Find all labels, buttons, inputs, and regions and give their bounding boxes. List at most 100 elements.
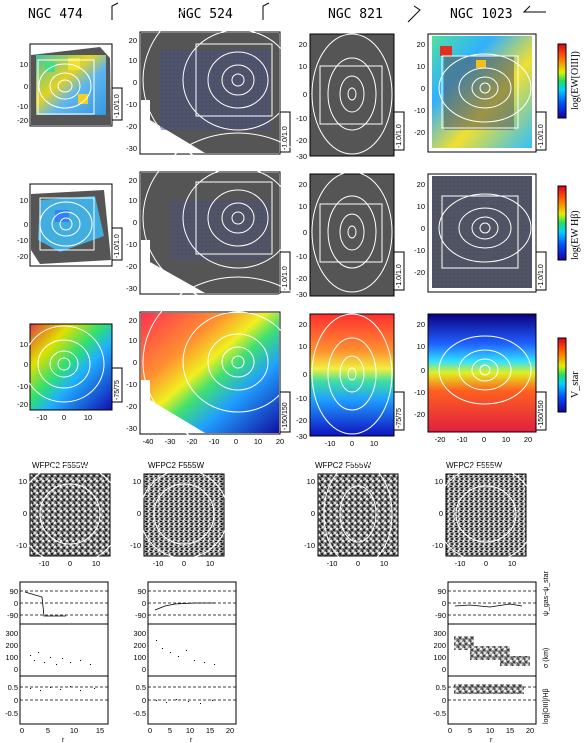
panel-ngc524-ew2: -1.0/1.0: [139, 132, 334, 304]
panel-ngc474-ew2: -1.0/1.0: [29, 183, 123, 267]
tick-label: 20: [299, 320, 307, 329]
tick-label: 10: [299, 342, 307, 351]
tick-label: -30: [165, 437, 176, 446]
tick-label: 0: [421, 366, 425, 375]
tick-label: 0: [133, 218, 137, 227]
tick-label: 20: [226, 726, 234, 735]
row-ew-oiii: -1.0/1.0 -1.0/1.0 -1.0/1.0: [29, 0, 581, 166]
panel-ngc1023-vel: -150/150: [427, 313, 547, 433]
tick-label: -10: [126, 240, 137, 249]
tick-label: -10: [17, 102, 28, 111]
tick-label: -30: [296, 432, 307, 441]
tick-label: 0: [311, 509, 315, 518]
tick-label: -20: [414, 268, 425, 277]
tick-label: -20: [17, 400, 28, 409]
tick-label: -90: [135, 611, 146, 620]
tick-label: 200: [5, 641, 18, 650]
hst-ngc1023: [435, 465, 537, 563]
panel-ngc821-vel: -75/75: [309, 313, 405, 437]
tick-label: 200: [133, 641, 146, 650]
tick-label: -10: [17, 382, 28, 391]
tick-label: -20: [17, 252, 28, 261]
tick-label: 10: [299, 202, 307, 211]
range-label: -1.0/1.0: [282, 126, 289, 150]
hst-ngc524: [139, 469, 229, 559]
tick-label: 10: [70, 726, 78, 735]
title-ngc1023: NGC 1023: [450, 7, 513, 22]
title-ngc524: NGC 524: [178, 7, 233, 22]
tick-label: -10: [455, 559, 466, 568]
hst-ngc821: [317, 461, 399, 567]
tick-label: 90: [10, 587, 18, 596]
tick-label: 10: [254, 437, 262, 446]
tick-label: 0: [24, 360, 28, 369]
range-label: -1.0/1.0: [538, 124, 545, 148]
row-velocity: -75/75 -150/150 -75/75 -150/150: [23, 276, 581, 448]
orientation-arrows: [111, 2, 546, 23]
tick-label: 15: [506, 726, 514, 735]
tick-label: -10: [39, 559, 50, 568]
tick-label: 10: [299, 62, 307, 71]
range-label: -1.0/1.0: [396, 264, 403, 288]
tick-label: 0: [133, 358, 137, 367]
panel-ngc821-ew2: -1.0/1.0: [309, 171, 405, 297]
profile-ngc524: [147, 581, 237, 725]
tick-label: -10: [17, 236, 28, 245]
panel-ngc524-ew1: -1.0/1.0: [139, 0, 334, 166]
profile-ngc474: [19, 581, 109, 725]
colorbar-velocity: [557, 337, 567, 413]
tick-label: 20: [417, 320, 425, 329]
tick-label: 10: [129, 336, 137, 345]
tick-label: -20: [17, 116, 28, 125]
tick-label: -90: [435, 611, 446, 620]
xlabel-r: r: [190, 737, 193, 743]
tick-label: -90: [7, 611, 18, 620]
hst-label: WFPC2 F555W: [32, 461, 88, 470]
tick-label: -10: [457, 435, 468, 444]
tick-label: 10: [486, 726, 494, 735]
tick-label: 0: [14, 599, 18, 608]
tick-label: -20: [296, 136, 307, 145]
panel-ngc474-ew1: -1.0/1.0: [29, 43, 123, 127]
range-label: -75/75: [114, 380, 121, 400]
tick-label: -10: [126, 380, 137, 389]
tick-label: 10: [20, 60, 28, 69]
tick-label: 0.5: [136, 683, 146, 692]
hst-label: WFPC2 F555W: [148, 461, 204, 470]
tick-label: 20: [524, 435, 532, 444]
tick-label: 90: [438, 587, 446, 596]
xlabel-r: r: [490, 737, 493, 743]
tick-label: -10: [304, 541, 315, 550]
tick-label: 5: [468, 726, 472, 735]
tick-label: 20: [276, 437, 284, 446]
tick-label: 0: [20, 726, 24, 735]
tick-label: -20: [126, 262, 137, 271]
tick-label: 0: [442, 696, 446, 705]
profile-ngc1023: [447, 581, 537, 725]
row-ew-hbeta: -1.0/1.0 -1.0/1.0 -1.0/1.0: [29, 132, 581, 304]
row-hst: WFPC2 F555W WFPC2 F555W WFPC2 F555W WFPC…: [17, 461, 537, 567]
tick-label: -10: [126, 100, 137, 109]
tick-label: 200: [433, 641, 446, 650]
tick-label: 15: [96, 726, 104, 735]
tick-label: 0: [137, 509, 141, 518]
colorbar-ew-oiii: [557, 43, 567, 119]
tick-label: 300: [433, 629, 446, 638]
tick-label: 0: [356, 559, 360, 568]
tick-label: -10: [37, 413, 48, 422]
tick-label: 10: [19, 477, 27, 486]
tick-label: 0: [14, 665, 18, 674]
tick-label: 10: [370, 439, 378, 448]
tick-label: 10: [133, 477, 141, 486]
tick-label: -40: [143, 437, 154, 446]
tick-label: 0.5: [8, 683, 18, 692]
tick-label: 0: [133, 78, 137, 87]
hst-label: WFPC2 F555W: [315, 461, 371, 470]
tick-label: 0: [442, 599, 446, 608]
tick-label: -20: [435, 435, 446, 444]
title-ngc474: NGC 474: [28, 7, 83, 22]
tick-label: 300: [5, 629, 18, 638]
tick-label: -0.5: [433, 709, 446, 718]
tick-label: 10: [380, 559, 388, 568]
